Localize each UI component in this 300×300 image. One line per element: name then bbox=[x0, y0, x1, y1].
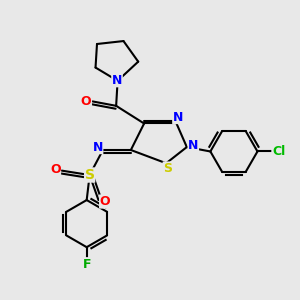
Text: O: O bbox=[81, 95, 92, 108]
Text: N: N bbox=[92, 141, 103, 154]
Text: Cl: Cl bbox=[272, 145, 285, 158]
Text: O: O bbox=[50, 163, 61, 176]
Text: O: O bbox=[100, 195, 110, 208]
Text: N: N bbox=[112, 74, 122, 87]
Text: N: N bbox=[188, 139, 199, 152]
Text: S: S bbox=[163, 162, 172, 175]
Text: N: N bbox=[173, 110, 183, 124]
Text: S: S bbox=[85, 168, 94, 182]
Text: F: F bbox=[82, 258, 91, 271]
